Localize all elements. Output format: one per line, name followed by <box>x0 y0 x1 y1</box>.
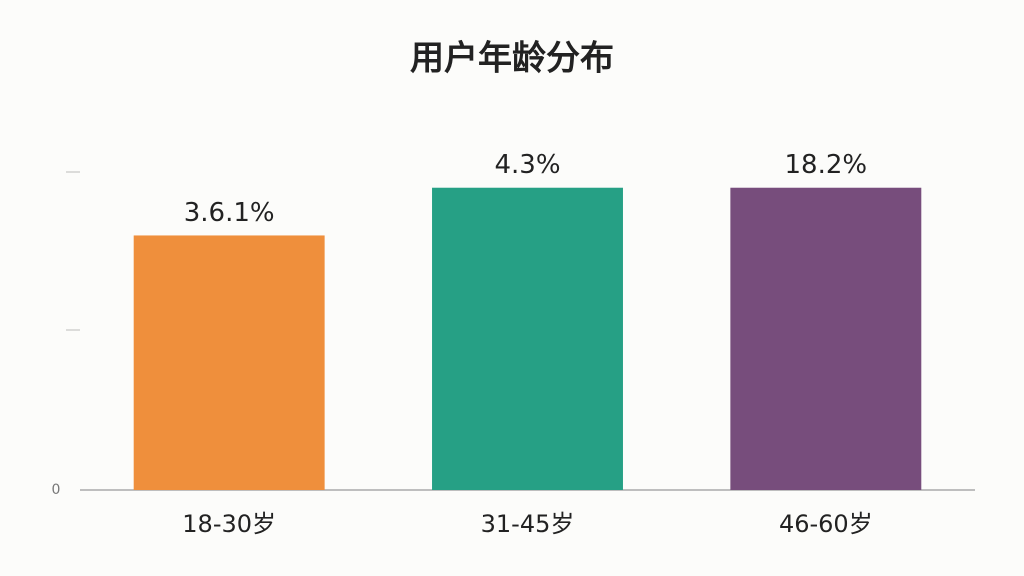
x-tick-label: 18-30岁 <box>182 510 276 538</box>
data-label: 18.2% <box>785 150 868 180</box>
data-label: 3.6.1% <box>184 198 275 228</box>
y-tick-label: 0 <box>52 482 61 498</box>
bar <box>133 235 325 490</box>
x-tick-label: 46-60岁 <box>779 510 873 538</box>
chart-title: 用户年龄分布 <box>410 39 614 79</box>
x-tick-label: 31-45岁 <box>481 510 575 538</box>
bar <box>432 187 623 490</box>
data-label: 4.3% <box>494 150 560 180</box>
bar <box>730 187 922 490</box>
